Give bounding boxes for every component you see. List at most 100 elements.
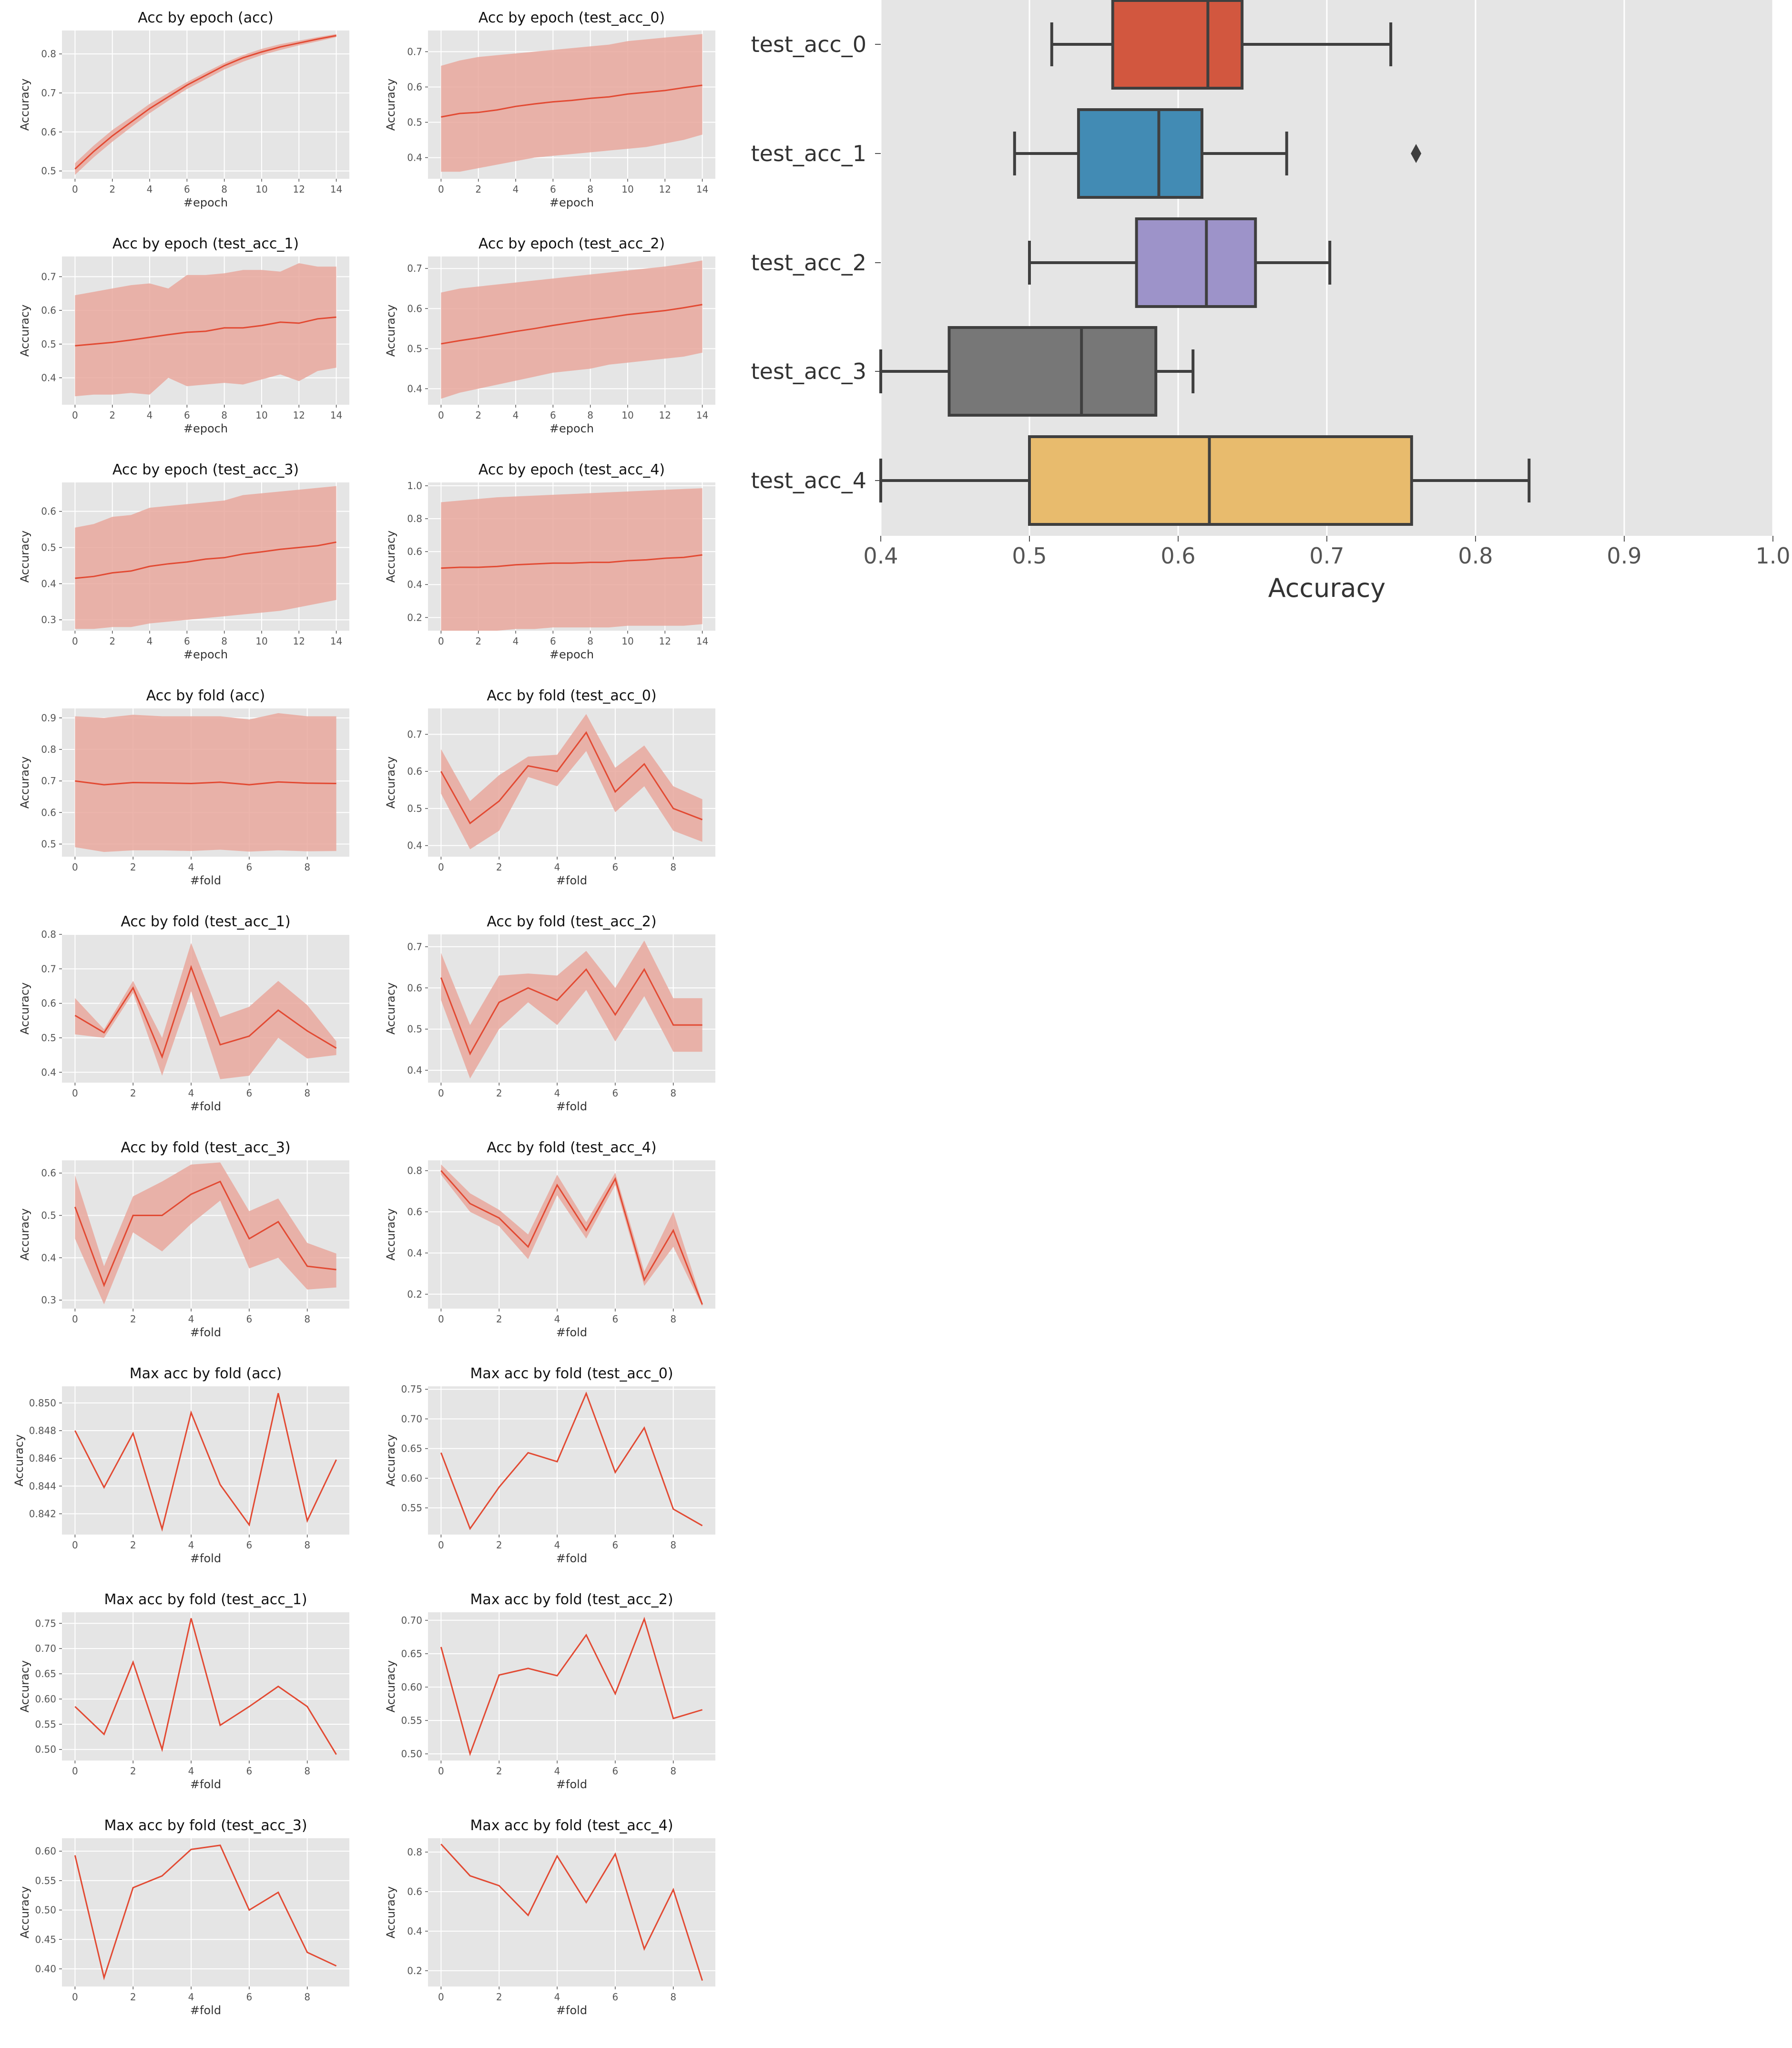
y-tick-label: 0.5 [41,165,56,177]
line-chart-panel: 0 2 4 6 8 0.50 0.55 0.60 0.65 0.70 Max acc by fold… [384,1591,715,1791]
chart-title: Acc by epoch (test_acc_1) [112,236,299,252]
x-tick-label: 12 [659,410,671,421]
x-axis-label: #fold [190,874,221,887]
x-tick-label: 12 [659,184,671,195]
y-tick-label: 0.55 [35,1875,56,1886]
y-tick-label: 0.6 [407,303,422,314]
x-tick-label: 2 [130,861,136,873]
y-tick-label: 0.6 [407,766,422,777]
x-axis-label: #fold [556,2004,587,2017]
y-tick-label: test_acc_1 [751,141,866,166]
y-tick-label: 0.5 [41,338,56,350]
chart-title: Acc by epoch (test_acc_2) [479,236,665,252]
plot-area [62,1386,349,1535]
y-tick-label: 0.50 [401,1748,422,1760]
x-tick-label: 8 [304,861,310,873]
x-tick-label: 4 [188,1539,194,1551]
box-test_acc_2: test_acc_2 [751,217,1332,308]
x-axis-label: Accuracy [1268,573,1386,603]
y-tick-label: 0.6 [41,506,56,517]
y-tick-label: 0.8 [41,744,56,755]
series-line [74,35,336,170]
y-tick-label: 0.8 [41,929,56,940]
x-axis-label: #fold [556,1100,587,1113]
x-tick-label: 8 [670,1539,676,1551]
series-line [440,1617,703,1756]
line-chart-panel: 0 2 4 6 8 0.4 0.5 0.6 0.7 0.8 Acc by fold (test_ac… [18,913,349,1113]
x-tick-label: 8 [221,635,227,647]
y-tick-label: 0.70 [35,1643,56,1654]
y-tick-label: 0.844 [29,1480,56,1492]
y-tick-label: 0.846 [29,1453,56,1464]
x-tick-label: 8 [670,1991,676,2003]
x-tick-label: 6 [184,184,190,195]
series-line [74,1180,336,1288]
series-line [74,1844,337,1981]
y-tick-label: 0.4 [41,372,56,383]
x-tick-label: 2 [130,1991,136,2003]
x-tick-label: 6 [612,1087,618,1099]
y-tick-label: 0.60 [401,1473,422,1484]
y-tick-label: 0.5 [41,542,56,553]
y-tick-label: 0.70 [401,1615,422,1626]
y-tick-label: 0.65 [35,1668,56,1679]
x-tick-label: 8 [304,1991,310,2003]
box-body [1077,108,1203,199]
x-tick-label: 12 [293,184,305,195]
x-tick-label: 4 [554,1765,560,1777]
x-tick-label: 8 [670,1087,676,1099]
x-tick-label: 6 [184,635,190,647]
x-tick-label: 2 [130,1313,136,1325]
y-tick-label: 0.4 [407,840,422,851]
x-tick-label: 2 [109,635,115,647]
x-tick-label: 0 [438,635,444,647]
y-tick-label: 0.60 [35,1693,56,1705]
x-tick-label: 4 [188,1313,194,1325]
line-chart-panel: 0 2 4 6 8 10 12 14 0.2 0.4 0.6 0.8 1.0 Acc by epoch (… [384,461,715,661]
x-tick-label: 4 [188,861,194,873]
y-tick-label: 0.6 [407,1886,422,1897]
x-tick-label: 14 [330,184,342,195]
y-axis-label: Accuracy [18,305,31,357]
line-chart-panel: 0 2 4 6 8 10 12 14 0.5 0.6 0.7 0.8 Acc by epoch (acc… [18,10,349,209]
y-axis-label: Accuracy [18,1208,31,1261]
y-tick-label: 0.2 [407,612,422,623]
x-tick-label: 1.0 [1755,543,1790,569]
confidence-band [441,714,703,850]
y-tick-label: 0.7 [41,87,56,99]
x-axis-label: #epoch [183,196,228,209]
line-chart-panel: 0 2 4 6 8 10 12 14 0.4 0.5 0.6 0.7 Acc by epoch (tes… [18,236,349,435]
line-chart-panel: 0 2 4 6 8 0.842 0.844 0.846 0.848 0.850 Max acc by… [12,1365,349,1565]
confidence-band [75,486,336,629]
confidence-band [441,34,703,172]
x-tick-label: 8 [670,1313,676,1325]
x-tick-label: 2 [475,635,481,647]
y-tick-label: 1.0 [407,480,422,492]
x-axis-label: #epoch [183,422,228,435]
y-tick-label: 0.4 [407,579,422,590]
x-tick-label: 0 [72,635,78,647]
chart-title: Acc by fold (acc) [146,687,265,704]
x-tick-label: 4 [147,635,153,647]
y-tick-label: 0.8 [407,1846,422,1858]
y-tick-label: 0.8 [41,48,56,60]
series-line [74,1618,337,1755]
y-tick-label: 0.7 [41,271,56,282]
x-tick-label: 10 [621,184,633,195]
x-tick-label: 4 [188,1087,194,1099]
x-tick-label: 6 [550,635,556,647]
confidence-band [75,263,336,397]
line-chart-panel: 0 2 4 6 8 0.3 0.4 0.5 0.6 Acc by fold (test_acc_3… [18,1139,349,1339]
confidence-band [441,488,703,631]
x-tick-label: 0 [72,1313,78,1325]
x-tick-label: 8 [304,1087,310,1099]
y-tick-label: 0.55 [401,1502,422,1514]
y-tick-label: 0.848 [29,1425,56,1436]
y-axis-label: Accuracy [384,531,397,583]
y-tick-label: 0.6 [41,305,56,316]
y-tick-label: 0.50 [35,1744,56,1755]
y-tick-label: 0.6 [41,126,56,138]
y-tick-label: 0.6 [407,546,422,557]
y-axis-label: Accuracy [384,305,397,357]
x-tick-label: 4 [188,1991,194,2003]
